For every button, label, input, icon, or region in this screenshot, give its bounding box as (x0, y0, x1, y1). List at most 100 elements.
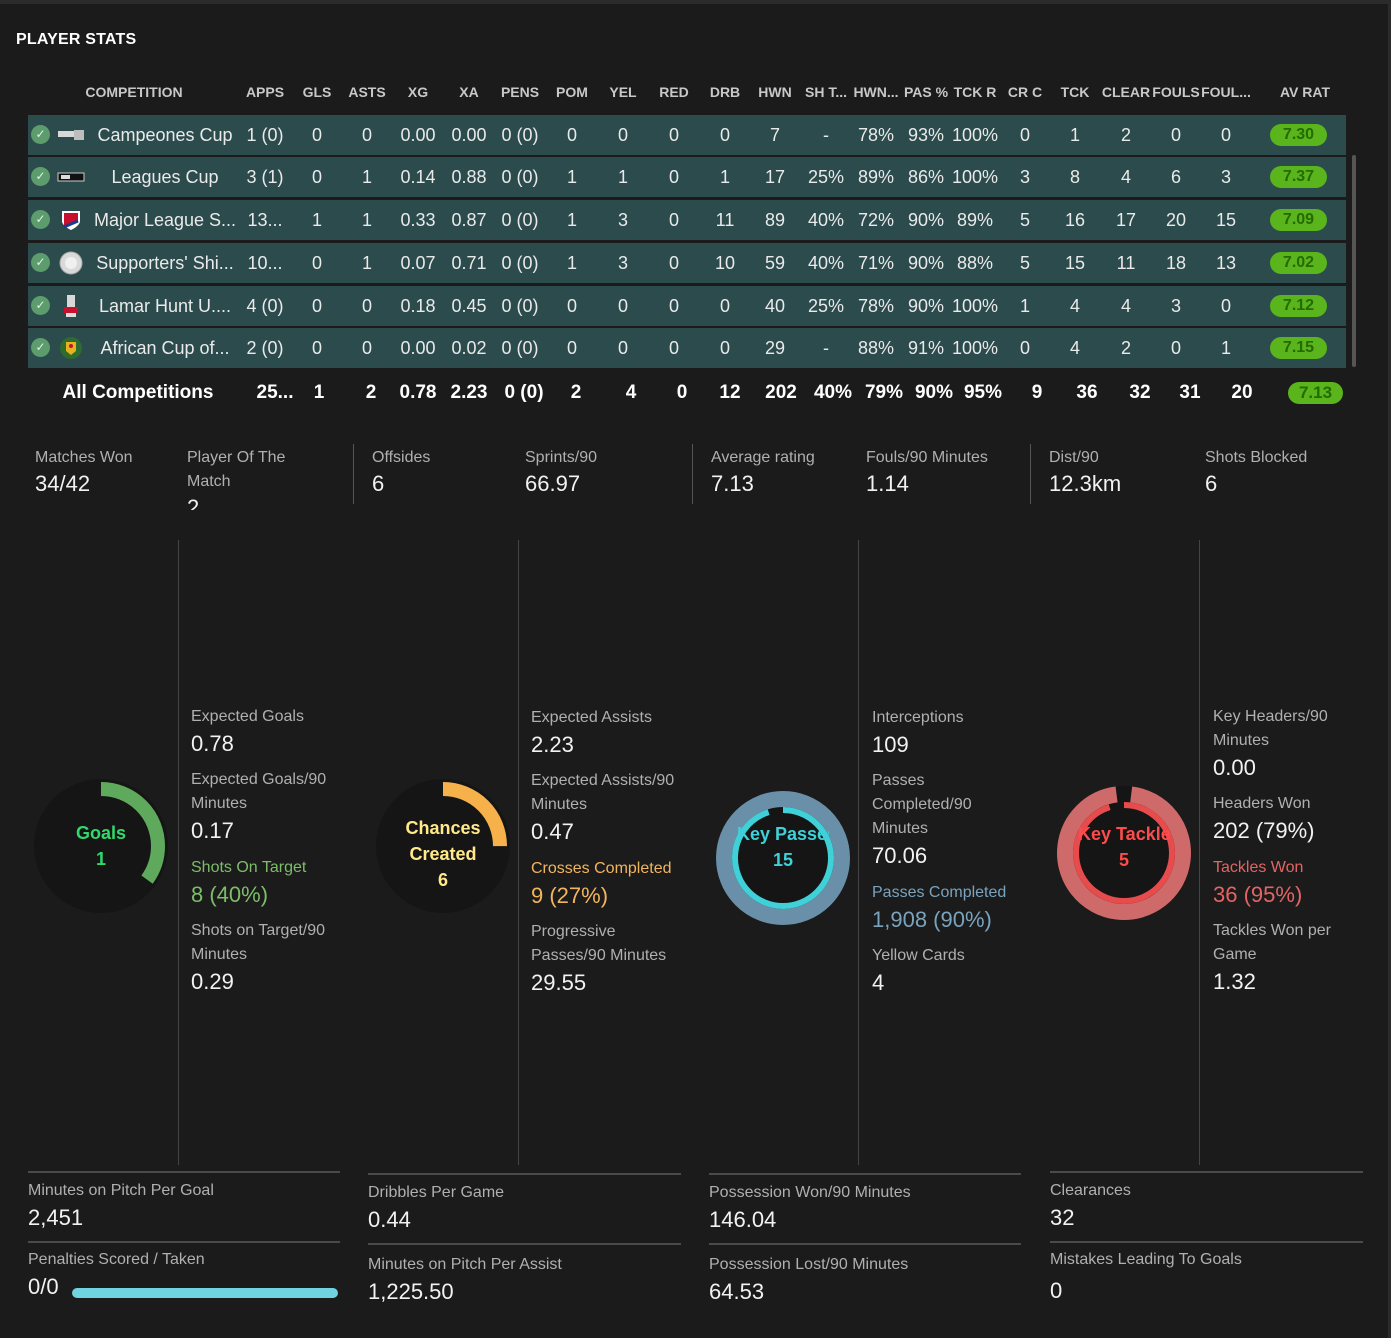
column-header-crc[interactable]: CR C (1007, 84, 1043, 100)
ring-chances-created (363, 766, 523, 926)
competition-row[interactable]: ✓ Campeones Cup 1 (0) 0 0 0.00 0.00 0 (0) 0 0 0 0 7 -… (28, 115, 1346, 155)
bottom-divider (709, 1243, 1021, 1245)
cell-pas: 90% (907, 253, 945, 273)
competition-logo-icon (56, 336, 86, 360)
column-header-xa[interactable]: XA (459, 84, 479, 100)
cell-apps: 10... (247, 253, 283, 273)
cell-pom: 0 (566, 125, 577, 145)
cell-apps: 13... (247, 210, 283, 230)
cell-fouls: 20 (1165, 210, 1187, 230)
check-icon: ✓ (31, 167, 50, 186)
check-icon: ✓ (31, 125, 50, 144)
check-icon: ✓ (31, 253, 50, 272)
cell-asts: 1 (361, 210, 372, 230)
table-scrollbar[interactable] (1352, 155, 1356, 367)
column-header-yel[interactable]: YEL (609, 84, 637, 100)
cell-drb: 0 (719, 338, 730, 358)
competition-name[interactable]: Major League S... (93, 210, 237, 230)
cell-tckr: 88% (956, 253, 994, 273)
cell-hwn: 7 (769, 125, 780, 145)
cell-foulsa: 13 (1215, 253, 1237, 273)
total-pas: 90% (914, 382, 954, 403)
competition-row[interactable]: ✓ African Cup of... 2 (0) 0 0 0.00 0.02 0 (0) 0 0… (28, 328, 1346, 368)
column-header-apps[interactable]: APPS (245, 84, 285, 100)
bottom-divider (28, 1241, 340, 1243)
stat-interceptions: Interceptions 109 (872, 709, 964, 757)
cell-crc: 5 (1019, 253, 1030, 273)
total-hwnp: 79% (864, 382, 904, 403)
column-header-red[interactable]: RED (659, 84, 689, 100)
cell-drb: 11 (715, 210, 735, 230)
right-border (1388, 0, 1391, 1338)
ring-key-tackles (1044, 773, 1204, 933)
total-asts: 2 (365, 382, 377, 403)
ring-label: Key Tackles 5 (1044, 821, 1204, 873)
cell-sht: - (823, 338, 829, 358)
competition-name[interactable]: Lamar Hunt U.... (98, 296, 232, 316)
column-header-fouls[interactable]: FOULS (1152, 84, 1200, 100)
column-header-tckr[interactable]: TCK R (953, 84, 997, 100)
cell-xa: 0.02 (451, 338, 487, 358)
summary-offsides: Offsides 6 (372, 449, 431, 496)
ring-chart (376, 779, 510, 913)
stat-headers-won: Headers Won 202 (79%) (1213, 795, 1315, 843)
totals-row: All Competitions 25... 1 2 0.78 2.23 0 (0) 2 4 0 1… (28, 372, 1346, 414)
ring-goals (21, 766, 181, 926)
competition-name[interactable]: Campeones Cup (97, 125, 233, 145)
ring-label: Key Passes 15 (703, 821, 863, 873)
column-header-drb[interactable]: DRB (709, 84, 741, 100)
competition-name[interactable]: African Cup of... (100, 338, 230, 358)
cell-tck: 8 (1069, 167, 1080, 187)
cell-tck: 4 (1069, 338, 1080, 358)
check-icon: ✓ (31, 210, 50, 229)
stat-mistakes-leading-to-goals: Mistakes Leading To Goals 0 (1050, 1251, 1242, 1303)
cell-gls: 1 (311, 210, 322, 230)
cell-red: 0 (668, 125, 679, 145)
cell-clear: 2 (1120, 338, 1131, 358)
stat-expected-assists: Expected Assists 2.23 (531, 709, 652, 757)
column-header-asts[interactable]: ASTS (348, 84, 386, 100)
competition-logo-icon (56, 294, 86, 318)
competition-row[interactable]: ✓ Major League S... 13... 1 1 0.33 0.87 0 (0) 1 3… (28, 200, 1346, 240)
stat-possession-won-90: Possession Won/90 Minutes 146.04 (709, 1184, 911, 1232)
ring-title: Key Tackles (1078, 824, 1170, 844)
column-header-pom[interactable]: POM (556, 84, 588, 100)
cell-hwn: 29 (764, 338, 786, 358)
column-header-foulsa[interactable]: FOUL... (1201, 84, 1251, 100)
competition-name[interactable]: Supporters' Shi... (96, 253, 234, 273)
column-header-tck[interactable]: TCK (1060, 84, 1090, 100)
column-header-pens[interactable]: PENS (500, 84, 540, 100)
top-border (0, 0, 1391, 4)
competition-row[interactable]: ✓ Lamar Hunt U.... 4 (0) 0 0 0.18 0.45 0 (0) 0 0 0… (28, 286, 1346, 326)
column-header-xg[interactable]: XG (407, 84, 429, 100)
cell-xa: 0.87 (451, 210, 487, 230)
column-header-clear[interactable]: CLEAR (1101, 84, 1151, 100)
cell-sht: - (823, 125, 829, 145)
column-header-av-rat[interactable]: AV RAT (1279, 84, 1331, 100)
rating-badge: 7.13 (1288, 382, 1343, 404)
cell-hwnp: 89% (857, 167, 895, 187)
penalties-progress-bar (72, 1288, 338, 1298)
total-sht: 40% (813, 382, 853, 403)
competition-name[interactable]: Leagues Cup (111, 167, 219, 187)
stat-minutes-per-assist: Minutes on Pitch Per Assist 1,225.50 (368, 1256, 562, 1304)
stat-key-headers-90: Key Headers/90 Minutes 0.00 (1213, 708, 1328, 780)
column-header-gls[interactable]: GLS (302, 84, 332, 100)
cell-yel: 1 (617, 167, 628, 187)
cell-gls: 0 (311, 296, 322, 316)
cell-pom: 0 (566, 296, 577, 316)
column-header-hwnp[interactable]: HWN... (853, 84, 899, 100)
cell-fouls: 6 (1170, 167, 1181, 187)
column-header-competition[interactable]: COMPETITION (85, 84, 183, 100)
competition-row[interactable]: ✓ Leagues Cup 3 (1) 0 1 0.14 0.88 0 (0) 1 1 0 1 17 25… (28, 157, 1346, 197)
cell-gls: 0 (311, 253, 322, 273)
cell-clear: 4 (1120, 296, 1131, 316)
competition-row[interactable]: ✓ Supporters' Shi... 10... 0 1 0.07 0.71 0 (0) 1… (28, 243, 1346, 283)
column-header-hwn[interactable]: HWN (758, 84, 792, 100)
cell-xa: 0.45 (451, 296, 487, 316)
cell-tckr: 89% (956, 210, 994, 230)
column-header-sht[interactable]: SH T... (804, 84, 847, 100)
rating-badge: 7.12 (1270, 295, 1327, 317)
column-header-pas[interactable]: PAS % (903, 84, 949, 100)
cell-pas: 90% (907, 296, 945, 316)
